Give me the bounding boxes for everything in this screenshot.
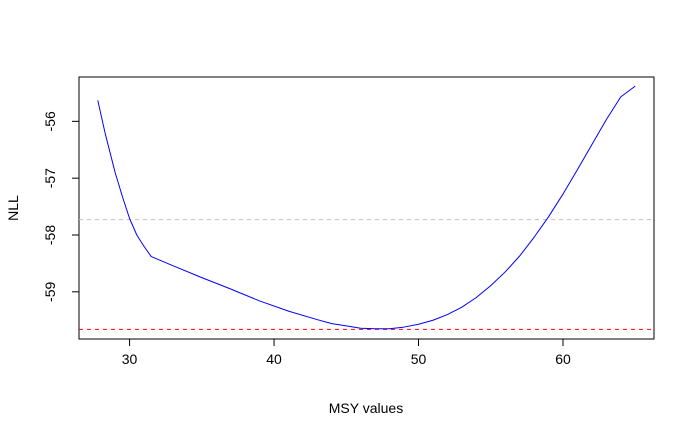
y-tick-label: -56 <box>42 111 58 131</box>
x-axis-title: MSY values <box>329 400 403 416</box>
y-axis: -56 -57 -58 -59 <box>42 111 79 302</box>
plot-box <box>78 76 655 340</box>
x-tick-label: 30 <box>122 351 138 367</box>
reference-lines <box>79 219 654 330</box>
y-axis-title: NLL <box>5 195 21 221</box>
series-group <box>97 85 636 330</box>
x-tick-label: 50 <box>411 351 427 367</box>
x-tick-label: 60 <box>555 351 571 367</box>
y-tick-label: -57 <box>42 168 58 188</box>
y-tick-label: -58 <box>42 225 58 245</box>
x-axis: 30 40 50 60 <box>122 339 571 367</box>
y-tick-label: -59 <box>42 281 58 301</box>
x-tick-label: 40 <box>266 351 282 367</box>
series-line-0 <box>97 85 636 330</box>
